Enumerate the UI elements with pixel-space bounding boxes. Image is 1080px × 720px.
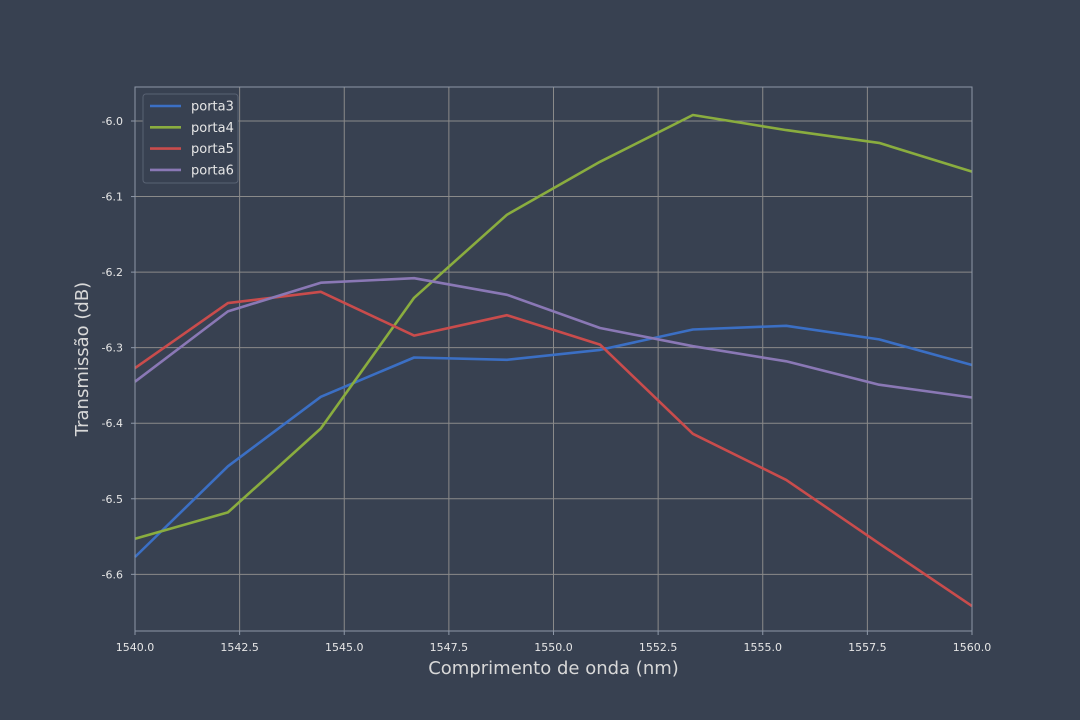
y-tick-label: -6.4 — [102, 417, 123, 430]
x-tick-label: 1560.0 — [953, 641, 992, 654]
x-tick-label: 1545.0 — [325, 641, 364, 654]
y-tick-label: -6.5 — [102, 493, 123, 506]
x-axis-ticks: 1540.0 1542.5 1545.0 1547.5 1550.0 1552.5 1555… — [116, 631, 992, 654]
y-tick-label: -6.2 — [102, 266, 123, 279]
series-layer — [134, 113, 973, 608]
x-tick-label: 1542.5 — [220, 641, 259, 654]
x-tick-label: 1540.0 — [116, 641, 155, 654]
y-axis-ticks: -6.6 -6.5 -6.4 -6.3 -6.2 -6.1 -6.0 — [102, 115, 135, 581]
legend-label-porta4: porta4 — [191, 121, 234, 136]
y-tick-label: -6.3 — [102, 342, 123, 355]
y-axis-label: Transmissão (dB) — [72, 282, 93, 437]
x-tick-label: 1552.5 — [639, 641, 678, 654]
series-line-porta4 — [134, 113, 973, 541]
x-tick-label: 1550.0 — [534, 641, 573, 654]
legend-box — [142, 93, 239, 184]
series-line-porta3 — [134, 324, 973, 558]
legend-label-porta3: porta3 — [191, 100, 234, 115]
legend-label-porta5: porta5 — [191, 142, 234, 157]
x-tick-label: 1547.5 — [430, 641, 469, 654]
x-tick-label: 1557.5 — [848, 641, 887, 654]
legend: porta3 porta4 porta5 porta6 — [142, 93, 239, 184]
y-tick-label: -6.1 — [102, 191, 123, 204]
legend-label-porta6: porta6 — [191, 163, 234, 178]
y-tick-label: -6.0 — [102, 115, 123, 128]
x-tick-label: 1555.0 — [744, 641, 783, 654]
x-axis-label: Comprimento de onda (nm) — [428, 658, 679, 679]
series-line-porta6 — [134, 276, 973, 399]
y-tick-label: -6.6 — [102, 568, 123, 581]
